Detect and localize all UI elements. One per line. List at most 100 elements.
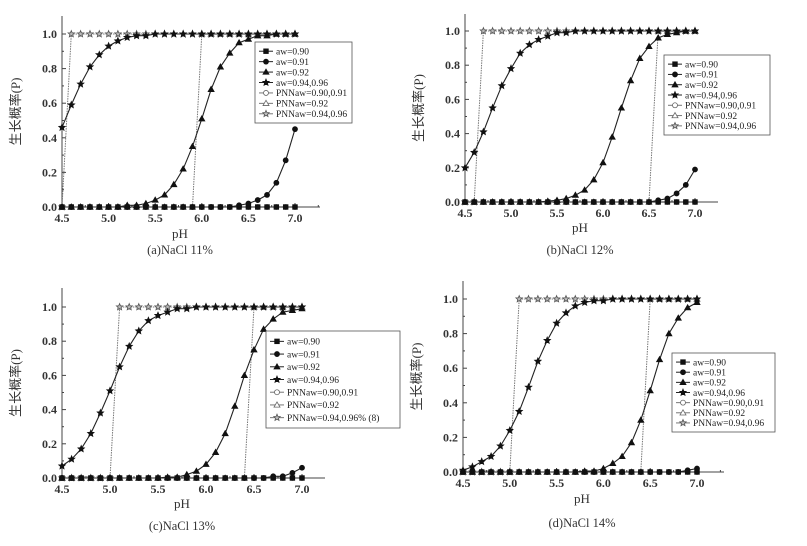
data-point	[253, 29, 263, 38]
series-line	[464, 30, 695, 169]
data-point	[67, 203, 76, 210]
data-point	[534, 468, 542, 475]
data-point	[479, 198, 488, 205]
data-point	[525, 198, 534, 205]
data-point	[618, 452, 626, 460]
data-point	[142, 199, 150, 207]
data-point	[183, 470, 191, 478]
data-point	[663, 30, 672, 38]
y-tick-label: 0.2	[42, 437, 57, 451]
data-point	[251, 475, 257, 481]
legend-box	[265, 330, 401, 429]
data-point	[654, 34, 662, 41]
data-point	[663, 26, 672, 35]
data-point	[470, 147, 479, 157]
legend-marker-open-star-icon	[678, 418, 688, 427]
data-point	[627, 294, 636, 303]
data-point	[104, 203, 113, 210]
series-line	[62, 128, 296, 208]
data-point	[208, 204, 215, 210]
x-tick-label: 7.0	[688, 206, 703, 220]
legend-marker-star-icon	[670, 90, 680, 99]
legend-label: PNNaw=0.92	[276, 100, 328, 110]
data-point	[115, 302, 124, 311]
data-point	[193, 475, 200, 481]
data-point	[292, 204, 298, 210]
data-point	[192, 467, 201, 474]
data-point	[479, 26, 488, 35]
y-tick-label: 0.6	[42, 368, 57, 382]
series-open-star	[460, 26, 700, 206]
legend-label: aw=0.91	[287, 350, 320, 360]
data-point	[297, 302, 307, 311]
y-tick-label: 0.2	[445, 161, 460, 175]
data-point	[288, 302, 297, 311]
data-point	[544, 197, 552, 204]
data-point	[486, 451, 496, 461]
x-axis-label: pH	[574, 491, 590, 506]
data-point	[58, 474, 66, 481]
legend-label: PNNaw=0.90,0.91	[693, 399, 764, 409]
legend-label: aw=0.94,0.96	[693, 389, 745, 399]
data-point	[479, 127, 488, 136]
data-point	[95, 203, 103, 210]
series-circle	[462, 166, 698, 205]
x-axis-label: pH	[572, 220, 588, 235]
data-point	[260, 475, 267, 481]
data-point	[543, 468, 551, 475]
data-point	[664, 294, 674, 303]
x-tick-label: 4.5	[458, 206, 473, 220]
data-point	[96, 408, 105, 417]
data-point	[683, 199, 689, 205]
legend-label: aw=0.90	[693, 358, 726, 368]
data-point	[690, 26, 700, 35]
data-point	[552, 468, 561, 475]
y-axis-label: 生长概率(P)	[409, 343, 424, 411]
data-point	[580, 26, 589, 35]
y-tick-label: 0.0	[42, 471, 57, 485]
y-tick-label: 0.2	[42, 165, 57, 179]
data-point	[571, 301, 580, 310]
legend-label: aw=0.90	[276, 48, 309, 58]
series-triangle	[459, 298, 701, 475]
y-tick-label: 1.0	[42, 300, 57, 314]
legend-marker-open-circle-icon	[672, 102, 678, 109]
legend-label: PNNaw=0.94,0.96% (8)	[287, 413, 379, 424]
data-point	[590, 199, 597, 205]
data-point	[259, 302, 268, 311]
data-point	[269, 302, 278, 311]
data-point	[627, 199, 634, 205]
data-point	[114, 203, 122, 210]
series-open-triangle	[461, 27, 699, 205]
data-point	[458, 465, 468, 474]
panel-c: 0.0 0.2 0.4 0.6 0.8 1.0 4.5 5.0 5.5 6.0 6.5 7.0 pH (c…	[8, 288, 401, 533]
data-point	[292, 126, 298, 133]
data-point	[132, 201, 141, 208]
legend: aw=0.90 aw=0.91 aw=0.92 aw=0.94,0.96 PNNaw=0…	[265, 330, 401, 429]
data-point	[645, 42, 653, 49]
data-point	[180, 204, 187, 210]
data-point	[516, 198, 524, 205]
data-point	[507, 198, 515, 205]
series-open-triangle	[459, 295, 701, 475]
x-tick-label: 7.0	[690, 476, 705, 490]
data-point	[151, 29, 160, 38]
data-point	[609, 459, 617, 466]
data-point	[87, 474, 95, 481]
data-point	[281, 29, 290, 38]
data-point	[288, 306, 297, 314]
y-axis-label: 生长概率(P)	[411, 74, 426, 142]
data-point	[655, 294, 664, 303]
legend-marker-open-star-icon	[272, 413, 282, 422]
data-point	[589, 26, 598, 35]
y-tick-label: 1.0	[42, 27, 57, 41]
legend-marker-open-circle-icon	[680, 399, 686, 406]
legend-label: PNNaw=0.94,0.96	[276, 110, 347, 120]
x-tick-label: 5.5	[549, 476, 564, 490]
data-point	[637, 416, 645, 423]
legend-marker-triangle-icon	[262, 68, 270, 75]
legend-label: PNNaw=0.90,0.91	[685, 102, 756, 112]
x-tick-label: 6.5	[642, 206, 657, 220]
data-point	[163, 307, 172, 316]
data-point	[154, 474, 162, 481]
